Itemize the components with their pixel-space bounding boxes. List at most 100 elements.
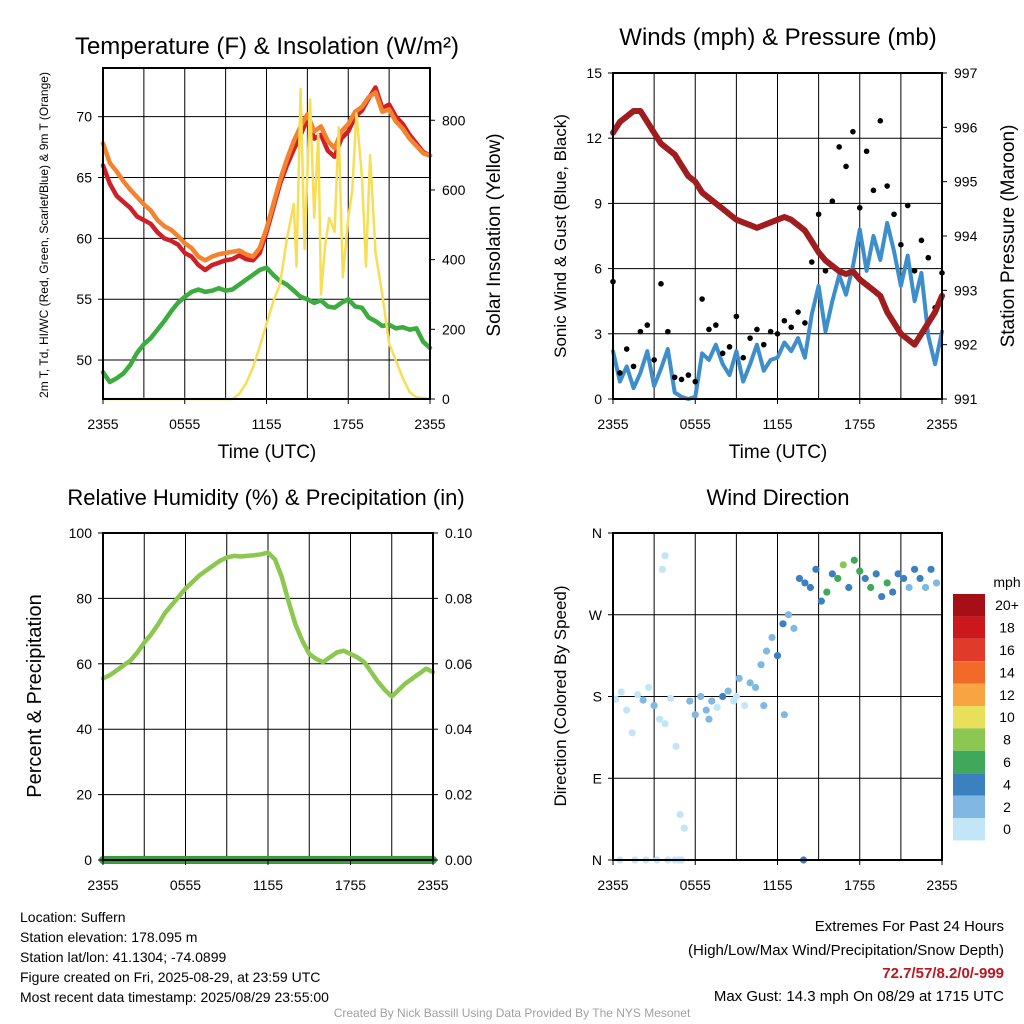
legend-label: 10 bbox=[999, 709, 1015, 725]
wdir-x-tick-label: 2355 bbox=[597, 877, 628, 893]
wind-x-tick-label: 1155 bbox=[762, 416, 792, 432]
direction-point bbox=[751, 683, 760, 692]
wind-y2-tick-label: 996 bbox=[954, 119, 978, 135]
gust-point bbox=[918, 237, 925, 244]
wdir-y-left-label: Direction (Colored By Speed) bbox=[551, 585, 570, 806]
temp-x-tick-label: 1155 bbox=[251, 416, 281, 432]
gust-point bbox=[856, 204, 863, 211]
direction-point bbox=[872, 570, 880, 578]
temp-x-tick-label: 1755 bbox=[333, 416, 364, 432]
wind-y2-tick-label: 993 bbox=[954, 282, 978, 298]
temp-y-right-label: Solar Insolation (Yellow) bbox=[484, 133, 505, 336]
temp-y2-tick-label: 200 bbox=[442, 321, 466, 337]
direction-point bbox=[927, 565, 935, 573]
direction-point bbox=[900, 574, 908, 583]
direction-point bbox=[801, 579, 809, 587]
gust-point bbox=[884, 183, 890, 189]
direction-point bbox=[878, 592, 886, 601]
direction-point bbox=[713, 703, 721, 712]
temp-y2-tick-label: 600 bbox=[442, 182, 466, 198]
wind-x-tick-label: 0555 bbox=[680, 416, 711, 432]
direction-point bbox=[762, 647, 771, 655]
wind-y2-tick-label: 992 bbox=[954, 337, 978, 353]
wind-series-line-2 bbox=[610, 108, 945, 348]
legend-label: 0 bbox=[1003, 821, 1011, 837]
direction-point bbox=[828, 570, 836, 578]
temp-x-tick-label: 2355 bbox=[414, 416, 445, 432]
direction-point bbox=[867, 583, 875, 592]
gust-point bbox=[815, 211, 822, 218]
direction-point bbox=[686, 697, 694, 705]
direction-point bbox=[719, 692, 727, 701]
info-location: Location: Suffern bbox=[20, 909, 126, 925]
info-created: Figure created on Fri, 2025-08-29, at 23… bbox=[20, 969, 321, 985]
rh-y-tick-label: 20 bbox=[76, 787, 92, 803]
gust-point bbox=[808, 259, 815, 265]
wdir-y-tick-label: N bbox=[592, 852, 602, 868]
direction-point bbox=[817, 597, 825, 605]
rh-y2-tick-label: 0.08 bbox=[445, 590, 472, 606]
rh-x-tick-label: 2355 bbox=[417, 877, 448, 893]
direction-point bbox=[705, 715, 713, 723]
wdir-y-tick-label: S bbox=[593, 689, 602, 705]
gust-point bbox=[877, 118, 884, 124]
legend-swatch bbox=[953, 594, 985, 617]
temp-y-tick-label: 55 bbox=[76, 291, 92, 307]
rh-y-tick-label: 80 bbox=[76, 590, 92, 606]
temp-x-label: Time (UTC) bbox=[218, 442, 317, 463]
direction-point bbox=[806, 583, 815, 592]
direction-point bbox=[628, 729, 636, 737]
temp-ticks: 2355 0555 1155 1755 2355 50 55 60 65 70 0 200 400 600… bbox=[76, 109, 465, 432]
gust-point bbox=[726, 344, 733, 350]
wind-x-tick-label: 1755 bbox=[844, 416, 875, 432]
legend-swatch bbox=[953, 773, 985, 796]
direction-point bbox=[680, 824, 688, 832]
info-latlon: Station lat/lon: 41.1304; -74.0899 bbox=[20, 949, 227, 965]
direction-point bbox=[910, 565, 919, 573]
gust-point bbox=[925, 254, 932, 261]
extremes-values: 72.7/57/8.2/0/-999 bbox=[882, 965, 1004, 982]
speed-colorbar-legend: mph 20+ 18 16 14 12 10 8 6 4 2 0 bbox=[953, 574, 1021, 841]
wind-y-tick-label: 12 bbox=[586, 130, 602, 146]
temp-series-line-2 bbox=[100, 265, 433, 385]
direction-point bbox=[645, 683, 653, 692]
temp-y-left-label: 2m T, Td, HI/WC (Red, Green, Scarlet/Blu… bbox=[37, 72, 51, 398]
wind-y-tick-label: 6 bbox=[594, 261, 602, 277]
gust-point bbox=[658, 281, 664, 287]
wind-y2-tick-label: 991 bbox=[954, 391, 978, 407]
wind-grid bbox=[613, 73, 942, 399]
rh-x-tick-label: 2355 bbox=[87, 877, 118, 893]
direction-point bbox=[691, 711, 699, 719]
wdir-x-tick-label: 2355 bbox=[926, 877, 957, 893]
direction-point bbox=[724, 687, 732, 695]
legend-label: 4 bbox=[1003, 776, 1011, 792]
max-gust: Max Gust: 14.3 mph On 08/29 at 1715 UTC bbox=[713, 988, 1004, 1005]
direction-point bbox=[921, 583, 930, 592]
gust-point bbox=[733, 313, 740, 320]
legend-swatch bbox=[953, 706, 985, 729]
temp-series-line-3 bbox=[101, 87, 432, 401]
wdir-x-tick-label: 1155 bbox=[762, 877, 792, 893]
legend-swatch bbox=[953, 728, 985, 751]
direction-point bbox=[746, 679, 754, 687]
gust-point bbox=[671, 374, 678, 381]
legend-swatch bbox=[953, 795, 985, 818]
direction-point bbox=[639, 696, 647, 704]
legend-swatch bbox=[953, 616, 985, 639]
credit-line: Created By Nick Bassill Using Data Provi… bbox=[333, 1006, 691, 1020]
direction-point bbox=[916, 574, 924, 583]
wind-x-label: Time (UTC) bbox=[729, 442, 828, 463]
gust-point bbox=[630, 363, 637, 370]
direction-point bbox=[795, 574, 804, 583]
direction-point bbox=[672, 742, 680, 751]
direction-point bbox=[658, 565, 666, 573]
info-recent: Most recent data timestamp: 2025/08/29 2… bbox=[20, 989, 329, 1005]
wind-series bbox=[610, 108, 945, 401]
rh-grid bbox=[103, 533, 433, 860]
direction-point bbox=[839, 561, 847, 569]
legend-swatch bbox=[953, 661, 985, 684]
gust-point bbox=[692, 378, 699, 385]
gust-point bbox=[713, 322, 719, 328]
gust-point bbox=[767, 328, 774, 335]
gust-point bbox=[911, 267, 918, 274]
